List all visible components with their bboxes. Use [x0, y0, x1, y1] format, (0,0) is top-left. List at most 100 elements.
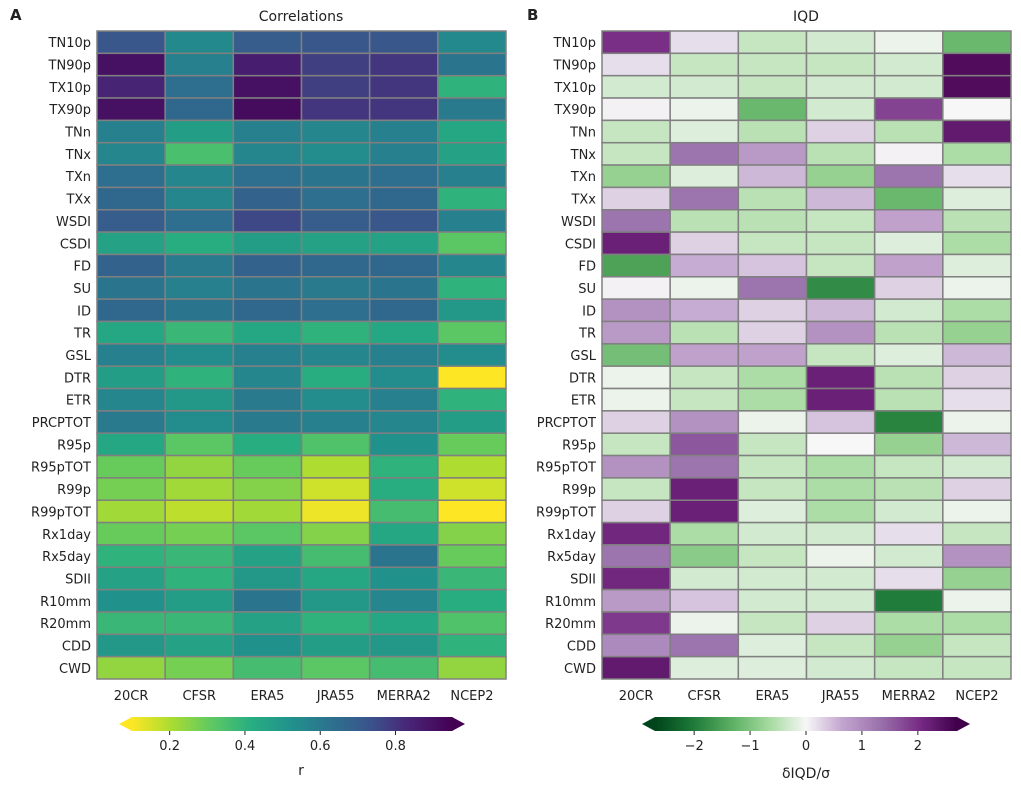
b-row-label: R95p — [562, 438, 596, 453]
a-colorbar-segment — [410, 717, 413, 731]
a-cell-GSL-JRA55 — [300, 343, 371, 367]
a-row-label: Rx1day — [42, 528, 91, 543]
a-colorbar-segment — [270, 717, 273, 731]
b-colorbar-segment — [773, 717, 777, 731]
a-colorbar-segment — [382, 717, 385, 731]
b-cell-ETR-20CR — [601, 387, 671, 412]
a-cell-CDD-MERRA2 — [368, 633, 439, 658]
b-cell-TX10p-20CR — [601, 74, 671, 99]
a-colorbar-segment — [212, 717, 215, 731]
b-cell-ID-NCEP2 — [942, 298, 1012, 323]
b-cell-TNn-ERA5 — [737, 119, 808, 144]
a-colorbar-segment — [296, 717, 299, 731]
b-colorbar-segment — [811, 717, 815, 731]
a-colorbar-segment — [438, 717, 441, 731]
a-cell-PRCPTOT-CFSR — [164, 410, 235, 434]
a-cell-TXx-NCEP2 — [437, 186, 507, 211]
a-row-label: TN90p — [48, 59, 91, 74]
b-colorbar-segment — [802, 717, 805, 731]
b-cell-CWD-NCEP2 — [942, 655, 1012, 680]
b-cell-TXx-MERRA2 — [873, 186, 944, 211]
a-colorbar-segment — [448, 717, 451, 731]
b-cell-TN90p-MERRA2 — [873, 52, 944, 77]
b-colorbar-segment — [928, 717, 932, 731]
a-row-label: ETR — [66, 394, 91, 409]
a-cell-SU-20CR — [96, 276, 166, 300]
b-colorbar-segment — [766, 717, 769, 731]
a-colorbar-tick-label: 0.8 — [385, 739, 406, 754]
b-row-label: ETR — [571, 394, 596, 409]
a-cell-TXx-MERRA2 — [368, 186, 439, 211]
a-colorbar-segment — [284, 717, 287, 731]
panel-b-letter: B — [527, 6, 538, 24]
b-colorbar-segment — [704, 717, 707, 731]
b-cell-TR-MERRA2 — [873, 320, 944, 345]
a-colorbar-segment — [244, 717, 247, 731]
a-cell-SU-JRA55 — [300, 276, 371, 300]
b-colorbar-segment — [789, 717, 792, 731]
b-colorbar-segment — [883, 717, 886, 731]
b-colorbar-tick-label: 2 — [914, 739, 922, 754]
a-cell-GSL-NCEP2 — [437, 343, 507, 367]
b-cell-GSL-MERRA2 — [873, 343, 944, 367]
a-colorbar-segment — [236, 717, 239, 731]
a-cell-Rx1day-MERRA2 — [368, 521, 439, 546]
a-colorbar-segment — [428, 717, 431, 731]
a-colorbar-segment — [250, 717, 253, 731]
a-cell-R95pTOT-MERRA2 — [368, 454, 439, 479]
b-cell-R20mm-MERRA2 — [873, 611, 944, 636]
b-cell-R20mm-20CR — [601, 611, 671, 636]
a-cell-R10mm-NCEP2 — [437, 588, 507, 613]
b-cell-PRCPTOT-NCEP2 — [942, 410, 1012, 434]
a-colorbar-segment — [372, 717, 375, 731]
b-colorbar-segment — [855, 717, 858, 731]
a-cell-TN10p-NCEP2 — [437, 30, 507, 55]
b-cell-CWD-MERRA2 — [873, 655, 944, 680]
a-cell-R99pTOT-JRA55 — [300, 499, 371, 524]
panel-a-title: Correlations — [259, 9, 344, 25]
b-cell-PRCPTOT-ERA5 — [737, 410, 808, 434]
b-colorbar-segment — [775, 717, 779, 731]
b-colorbar-segment — [796, 717, 800, 731]
a-colorbar-segment — [180, 717, 183, 731]
a-row-label: TXx — [65, 193, 91, 208]
a-cell-SU-MERRA2 — [368, 276, 439, 300]
a-cell-CDD-ERA5 — [232, 633, 303, 658]
a-colorbar-segment — [136, 717, 139, 731]
a-colorbar-segment — [356, 717, 359, 731]
b-colorbar-segment — [881, 717, 884, 731]
b-cell-Rx1day-CFSR — [669, 521, 740, 546]
b-cell-CDD-NCEP2 — [942, 633, 1012, 658]
b-row-label: R99p — [562, 483, 596, 498]
a-colorbar-segment — [374, 717, 377, 731]
a-colorbar-segment — [182, 717, 185, 731]
b-cell-Rx1day-20CR — [601, 521, 671, 546]
a-colorbar-segment — [162, 717, 165, 731]
a-cell-R99p-CFSR — [164, 477, 235, 501]
b-cell-R10mm-CFSR — [669, 588, 740, 613]
a-cell-SDII-20CR — [96, 566, 166, 591]
b-cell-Rx5day-CFSR — [669, 544, 740, 569]
a-colorbar-segment — [208, 717, 211, 731]
a-colorbar-segment — [366, 717, 369, 731]
a-cell-TR-20CR — [96, 320, 166, 345]
a-cell-TXn-JRA55 — [300, 164, 371, 189]
a-cell-R10mm-MERRA2 — [368, 588, 439, 613]
b-cell-R95pTOT-ERA5 — [737, 454, 808, 479]
b-colorbar-segment — [887, 717, 890, 731]
a-cell-PRCPTOT-MERRA2 — [368, 410, 439, 434]
a-colorbar-segment — [412, 717, 415, 731]
b-colorbar-segment — [877, 717, 881, 731]
a-colorbar-segment — [342, 717, 345, 731]
b-cell-R95pTOT-JRA55 — [805, 454, 876, 479]
b-cell-TX90p-20CR — [601, 97, 671, 122]
b-colorbar-segment — [783, 717, 786, 731]
panel-a-colorbar-label: r — [298, 763, 304, 779]
a-cell-ID-ERA5 — [232, 298, 303, 323]
a-colorbar-segment — [178, 717, 181, 731]
a-cell-TR-MERRA2 — [368, 320, 439, 345]
a-cell-TNn-CFSR — [164, 119, 235, 144]
b-colorbar-segment — [832, 717, 835, 731]
b-cell-TN90p-ERA5 — [737, 52, 808, 77]
a-colorbar-segment — [420, 717, 423, 731]
